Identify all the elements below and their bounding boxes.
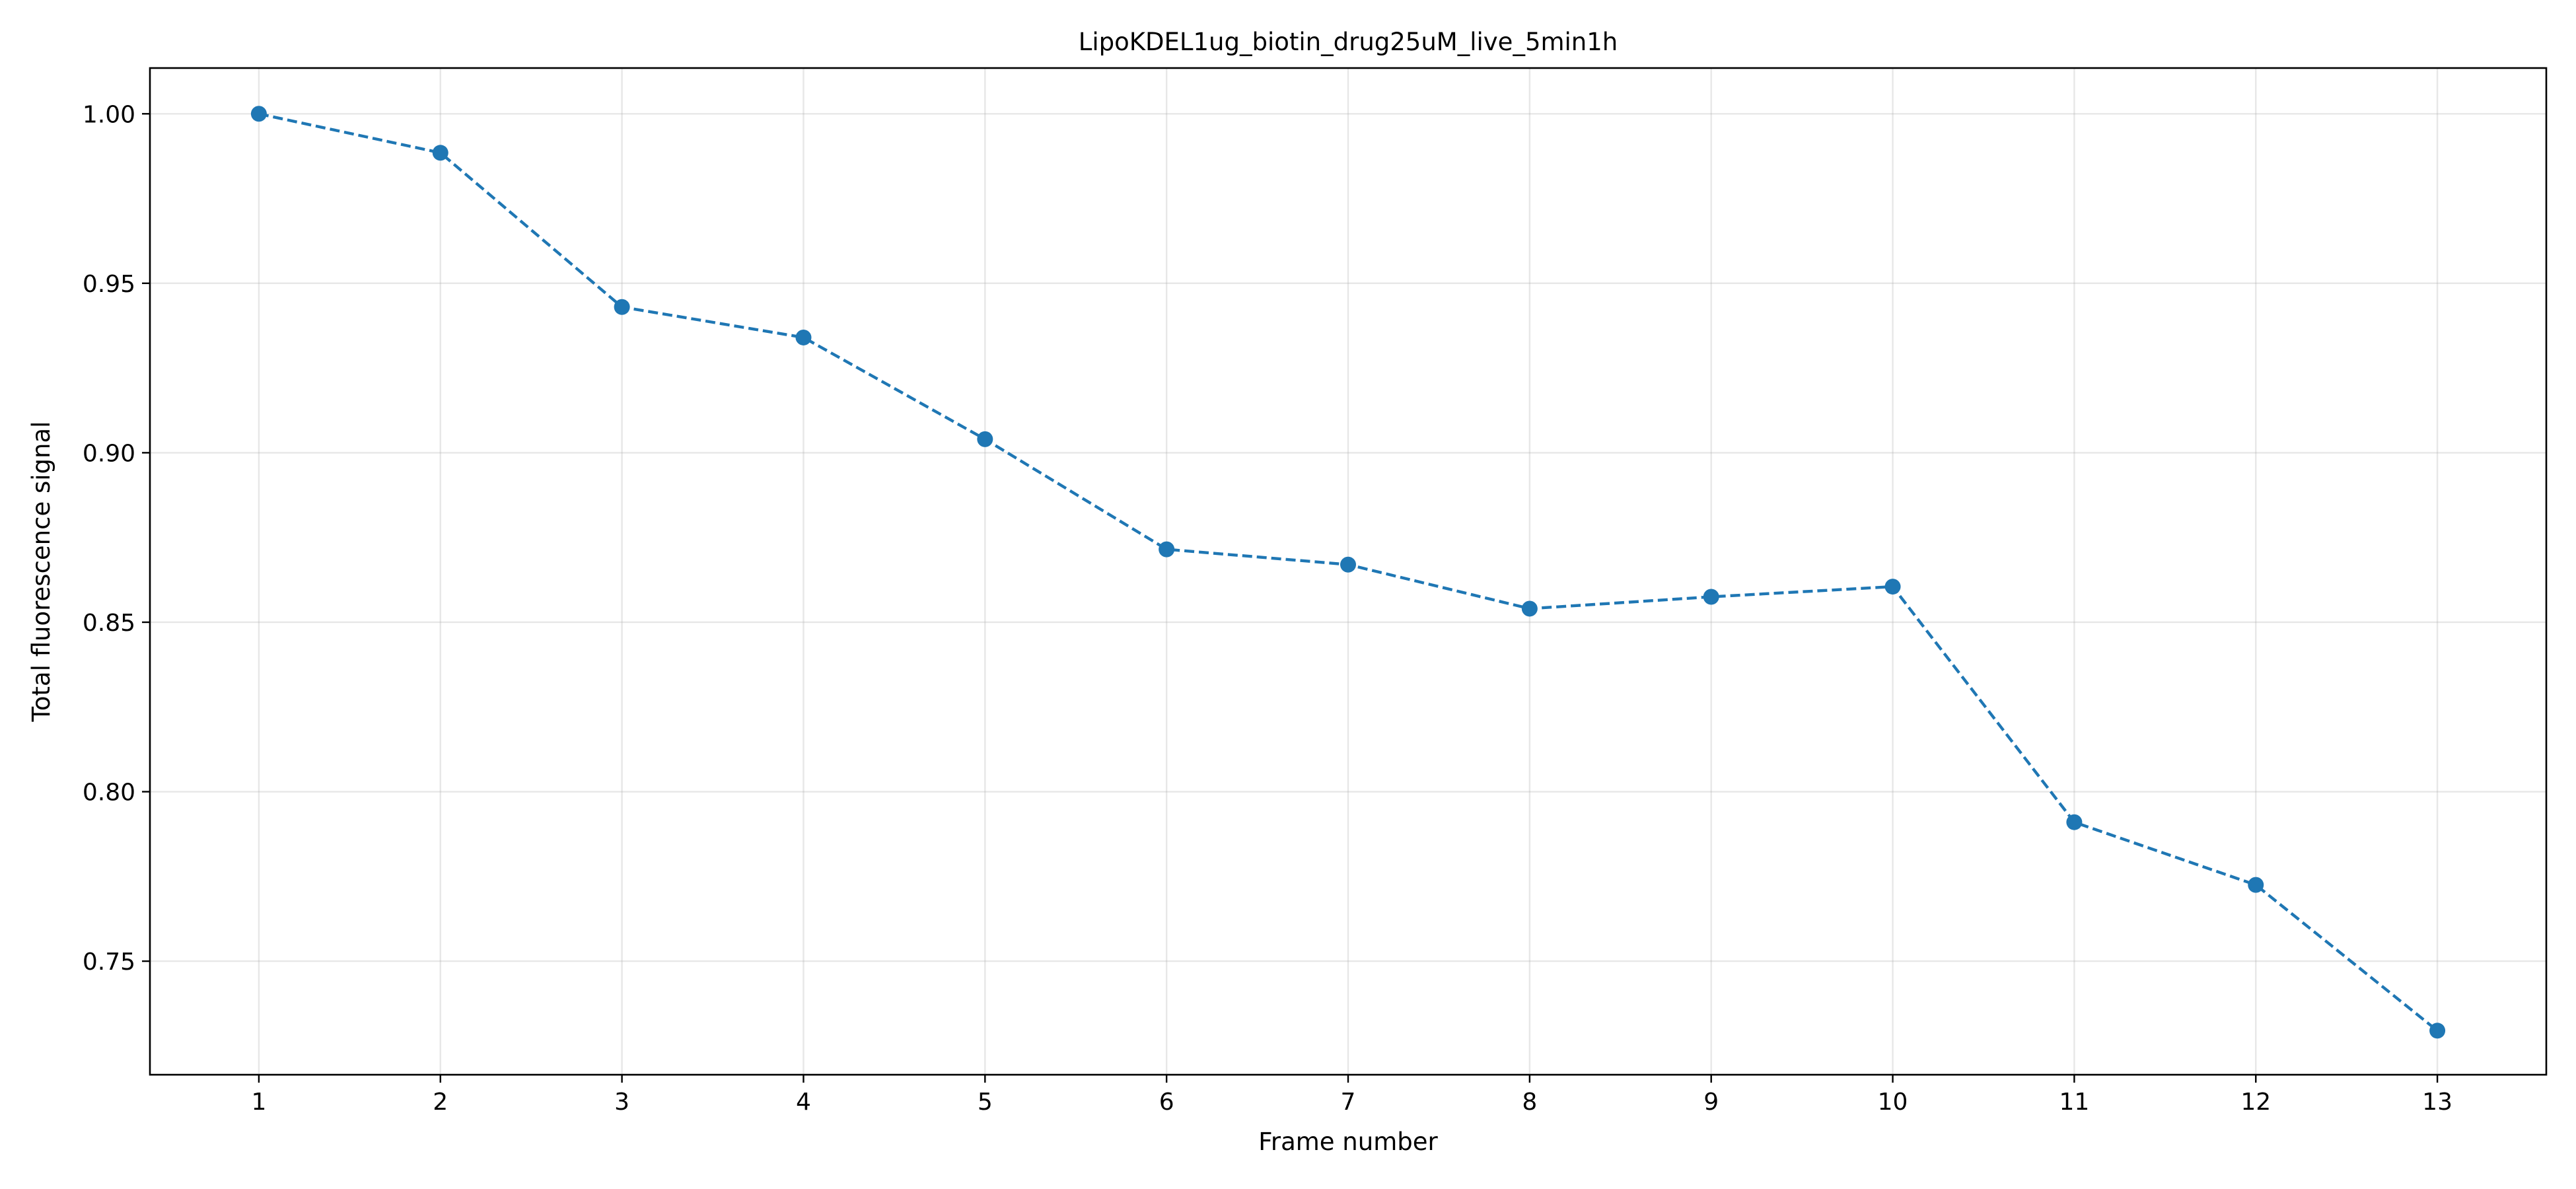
x-axis: 1 2 3 4 5 6 7 8 9 10 11 12 13 [251, 1075, 2452, 1116]
data-point [795, 329, 812, 345]
x-tick-label: 7 [1341, 1089, 1356, 1116]
x-tick-label: 9 [1703, 1089, 1719, 1116]
y-tick-label: 0.95 [83, 271, 135, 298]
x-tick-label: 2 [433, 1089, 448, 1116]
x-axis-label: Frame number [1258, 1128, 1438, 1156]
x-tick-label: 11 [2059, 1089, 2089, 1116]
x-tick-label: 12 [2240, 1089, 2271, 1116]
y-tick-label: 1.00 [83, 101, 135, 128]
data-point [2248, 877, 2264, 893]
x-tick-label: 10 [1878, 1089, 1908, 1116]
data-series [250, 106, 2446, 1039]
data-point [1340, 556, 1356, 573]
x-tick-label: 3 [614, 1089, 629, 1116]
data-point [1159, 541, 1175, 558]
x-tick-label: 6 [1159, 1089, 1174, 1116]
y-tick-label: 0.85 [83, 610, 135, 637]
data-point [1884, 579, 1901, 595]
y-axis-label: Total fluorescence signal [27, 421, 55, 723]
data-point [1521, 600, 1538, 617]
data-point [2429, 1023, 2446, 1039]
x-tick-label: 1 [251, 1089, 266, 1116]
data-point [2066, 814, 2083, 830]
x-tick-label: 13 [2422, 1089, 2452, 1116]
y-axis: 0.75 0.80 0.85 0.90 0.95 1.00 [83, 101, 150, 976]
data-point [977, 431, 993, 447]
grid [150, 68, 2546, 1075]
x-tick-label: 5 [978, 1089, 993, 1116]
y-tick-label: 0.80 [83, 779, 135, 807]
y-tick-label: 0.90 [83, 440, 135, 467]
x-tick-label: 4 [796, 1089, 811, 1116]
x-tick-label: 8 [1522, 1089, 1537, 1116]
data-point [1703, 589, 1719, 605]
y-tick-label: 0.75 [83, 949, 135, 976]
data-point [432, 145, 448, 161]
chart-title: LipoKDEL1ug_biotin_drug25uM_live_5min1h [1079, 28, 1618, 56]
data-point [614, 299, 630, 315]
data-point [250, 106, 267, 122]
